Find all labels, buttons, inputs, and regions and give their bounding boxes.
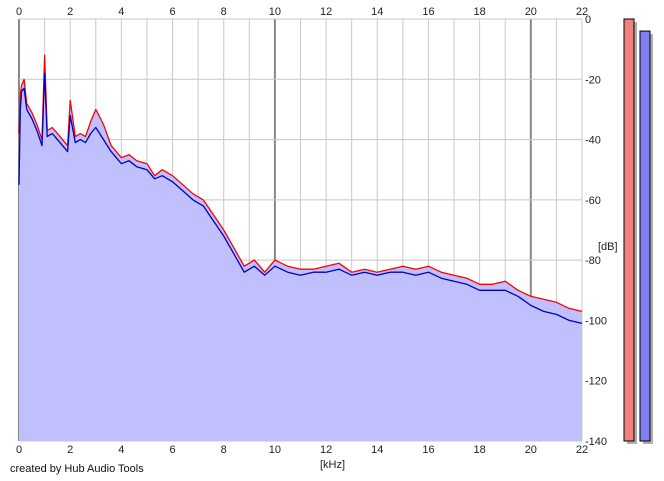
x-tick-top-6: 6 bbox=[169, 6, 175, 18]
y-tick-20: -20 bbox=[585, 74, 601, 86]
level-meter-right bbox=[639, 30, 651, 442]
y-tick-100: -100 bbox=[585, 315, 607, 327]
x-tick-bottom-4: 4 bbox=[118, 444, 124, 456]
x-tick-bottom-22: 22 bbox=[576, 444, 588, 456]
x-tick-bottom-6: 6 bbox=[169, 444, 175, 456]
x-tick-top-8: 8 bbox=[221, 6, 227, 18]
spectrum-fill-area bbox=[19, 55, 582, 441]
x-tick-top-20: 20 bbox=[525, 6, 537, 18]
x-tick-top-0: 0 bbox=[16, 6, 22, 18]
y-tick-60: -60 bbox=[585, 195, 601, 207]
x-tick-bottom-10: 10 bbox=[269, 444, 281, 456]
x-tick-bottom-0: 0 bbox=[16, 444, 22, 456]
x-tick-bottom-18: 18 bbox=[474, 444, 486, 456]
credit-text: created by Hub Audio Tools bbox=[10, 463, 144, 475]
x-tick-bottom-20: 20 bbox=[525, 444, 537, 456]
x-tick-top-10: 10 bbox=[269, 6, 281, 18]
y-axis-label: [dB] bbox=[598, 241, 618, 253]
y-tick-0: 0 bbox=[585, 14, 591, 26]
level-meter-left bbox=[623, 18, 635, 442]
spectrum-fill-layer bbox=[19, 55, 582, 441]
y-tick-120: -120 bbox=[585, 376, 607, 388]
series-line-right bbox=[18, 72, 583, 325]
x-tick-bottom-16: 16 bbox=[422, 444, 434, 456]
x-tick-bottom-8: 8 bbox=[221, 444, 227, 456]
y-tick-140: -140 bbox=[585, 436, 607, 448]
x-tick-top-18: 18 bbox=[474, 6, 486, 18]
level-meter-group bbox=[623, 18, 653, 445]
y-tick-40: -40 bbox=[585, 135, 601, 147]
tick-layer: 002244668810101212141416161818202022220-… bbox=[16, 6, 607, 456]
x-tick-bottom-12: 12 bbox=[320, 444, 332, 456]
x-tick-top-14: 14 bbox=[371, 6, 383, 18]
x-tick-top-22: 22 bbox=[576, 6, 588, 18]
x-tick-top-4: 4 bbox=[118, 6, 124, 18]
x-tick-top-2: 2 bbox=[67, 6, 73, 18]
series-layer bbox=[18, 54, 583, 325]
series-line-left bbox=[18, 54, 583, 313]
x-tick-top-16: 16 bbox=[422, 6, 434, 18]
x-tick-bottom-2: 2 bbox=[67, 444, 73, 456]
x-tick-bottom-14: 14 bbox=[371, 444, 383, 456]
x-tick-top-12: 12 bbox=[320, 6, 332, 18]
y-tick-80: -80 bbox=[585, 255, 601, 267]
x-axis-label: [kHz] bbox=[320, 459, 345, 471]
